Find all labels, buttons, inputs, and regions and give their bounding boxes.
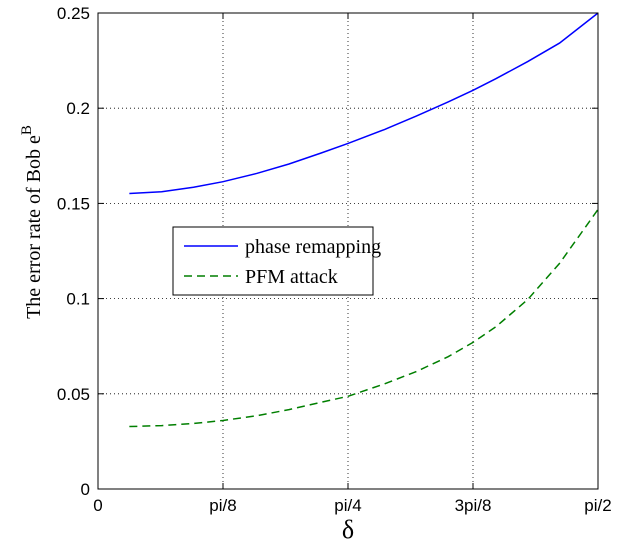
legend-label-pfm-attack: PFM attack (245, 266, 338, 288)
legend: phase remapping PFM attack (172, 226, 381, 296)
y-tick-label: 0 (81, 480, 90, 499)
y-tick-labels: 0 0.05 0.1 0.15 0.2 0.25 (57, 4, 90, 499)
y-tick-label: 0.25 (57, 4, 90, 23)
plot-series (129, 12, 599, 428)
legend-label-phase-remapping: phase remapping (245, 236, 381, 258)
series-line-phase-remapping (129, 12, 599, 195)
x-tick-label: pi/4 (334, 496, 361, 515)
x-axis-label: δ (342, 515, 354, 544)
y-axis-label-main: The error rate of Bob e (23, 135, 45, 319)
legend-box (172, 226, 374, 296)
axis-ticks (97, 12, 599, 490)
y-tick-label: 0.1 (66, 290, 90, 309)
x-tick-label: 3pi/8 (455, 496, 492, 515)
series-line-pfm-attack (129, 209, 599, 428)
x-tick-label: pi/2 (584, 496, 611, 515)
x-tick-label: 0 (93, 496, 102, 515)
y-tick-label: 0.05 (57, 385, 90, 404)
y-tick-label: 0.2 (66, 99, 90, 118)
grid (98, 13, 598, 489)
x-tick-label: pi/8 (209, 496, 236, 515)
y-axis-label-superscript: B (19, 125, 35, 135)
x-tick-labels: 0 pi/8 pi/4 3pi/8 pi/2 (93, 496, 611, 515)
y-axis-label: The error rate of Bob eB (19, 125, 45, 319)
y-tick-label: 0.15 (57, 194, 90, 213)
